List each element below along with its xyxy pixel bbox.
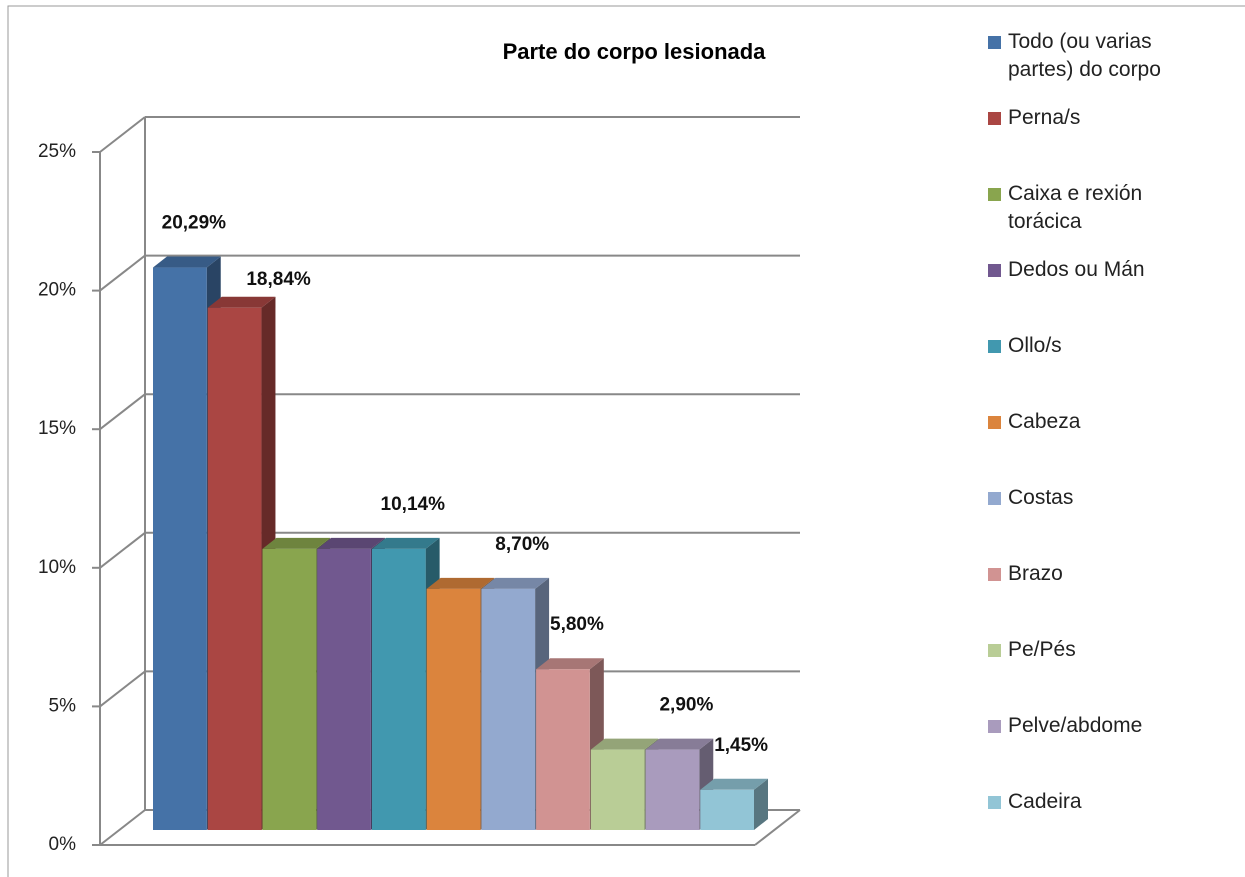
legend-label: Pelve/abdome bbox=[1008, 714, 1143, 737]
legend-item: Caixa e rexión torácica bbox=[988, 180, 1218, 236]
legend-label: Costas bbox=[1008, 486, 1074, 509]
y-tick-label: 15% bbox=[38, 418, 76, 439]
legend-item: Pelve/abdome bbox=[988, 712, 1218, 740]
legend-item: Ollo/s bbox=[988, 332, 1218, 360]
value-label: 8,70% bbox=[495, 534, 549, 555]
y-tick-label: 25% bbox=[38, 141, 76, 162]
bar-top bbox=[590, 738, 659, 750]
legend-swatch bbox=[988, 796, 1001, 809]
bar bbox=[317, 548, 371, 830]
bar bbox=[426, 588, 481, 830]
bar bbox=[153, 267, 207, 831]
legend-swatch bbox=[988, 416, 1001, 429]
floor-right bbox=[754, 809, 801, 846]
bar bbox=[645, 749, 700, 830]
bar-top bbox=[317, 537, 385, 549]
grid-diagonal bbox=[99, 116, 146, 153]
legend-swatch bbox=[988, 492, 1001, 505]
legend-swatch bbox=[988, 264, 1001, 277]
bar-top bbox=[371, 537, 440, 549]
value-label: 18,84% bbox=[246, 269, 311, 290]
bar-top bbox=[700, 778, 768, 790]
bar bbox=[590, 749, 645, 830]
grid-diagonal bbox=[99, 809, 146, 846]
y-tick-label: 5% bbox=[49, 695, 77, 716]
value-label: 10,14% bbox=[381, 494, 446, 515]
legend-item: Cadeira bbox=[988, 788, 1218, 816]
value-label: 1,45% bbox=[714, 735, 768, 756]
value-label: 20,29% bbox=[162, 213, 227, 234]
legend-label: Cabeza bbox=[1008, 410, 1081, 433]
bar-top bbox=[481, 577, 550, 589]
bar-top bbox=[262, 537, 331, 549]
grid-diagonal bbox=[99, 670, 146, 708]
legend-item: Pe/Pés bbox=[988, 636, 1218, 664]
legend-label: Brazo bbox=[1008, 562, 1063, 585]
y-tick-label: 0% bbox=[49, 834, 77, 855]
legend-swatch bbox=[988, 188, 1001, 201]
legend-label: Pe/Pés bbox=[1008, 638, 1076, 661]
chart-title: Parte do corpo lesionada bbox=[503, 39, 767, 64]
legend-label: Dedos ou Mán bbox=[1008, 258, 1145, 281]
legend-swatch bbox=[988, 340, 1001, 353]
legend-label: Cadeira bbox=[1008, 790, 1082, 813]
bar-top bbox=[153, 256, 221, 268]
grid-diagonal bbox=[99, 254, 146, 292]
bar bbox=[700, 789, 754, 830]
bar-side bbox=[754, 778, 768, 830]
legend-label: Ollo/s bbox=[1008, 334, 1062, 357]
legend-swatch bbox=[988, 568, 1001, 581]
legend-label: Caixa e rexión torácica bbox=[1008, 182, 1143, 233]
grid-diagonal bbox=[99, 393, 146, 430]
legend-item: Todo (ou varias partes) do corpo bbox=[988, 28, 1218, 84]
bar bbox=[207, 307, 262, 830]
bar-top bbox=[645, 738, 714, 750]
legend-item: Cabeza bbox=[988, 408, 1218, 436]
bar bbox=[371, 548, 426, 830]
y-tick-label: 20% bbox=[38, 280, 76, 301]
bar-top bbox=[207, 296, 276, 308]
bar bbox=[536, 669, 590, 830]
bar bbox=[481, 588, 536, 830]
bar-top bbox=[426, 577, 495, 589]
legend-item: Dedos ou Mán bbox=[988, 256, 1218, 284]
y-tick-label: 10% bbox=[38, 557, 76, 578]
legend-label: Todo (ou varias partes) do corpo bbox=[1008, 30, 1161, 81]
legend-swatch bbox=[988, 644, 1001, 657]
legend-label: Perna/s bbox=[1008, 106, 1081, 129]
legend-item: Costas bbox=[988, 484, 1218, 512]
value-label: 2,90% bbox=[659, 695, 713, 716]
grid-diagonal bbox=[99, 532, 146, 569]
bar bbox=[262, 548, 317, 830]
legend-item: Brazo bbox=[988, 560, 1218, 588]
chart-border bbox=[7, 5, 1245, 877]
legend-swatch bbox=[988, 36, 1001, 49]
legend-swatch bbox=[988, 720, 1001, 733]
value-label: 5,80% bbox=[550, 614, 604, 635]
legend-item: Perna/s bbox=[988, 104, 1218, 132]
bar-top bbox=[536, 658, 604, 670]
legend-swatch bbox=[988, 112, 1001, 125]
